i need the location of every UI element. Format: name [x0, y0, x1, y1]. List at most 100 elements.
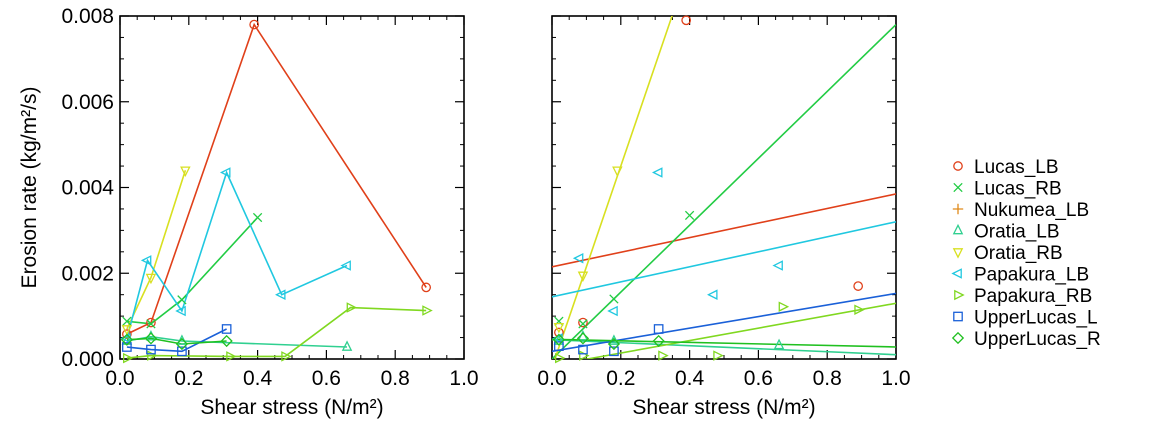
x-axis-label: Shear stress (N/m²): [632, 396, 815, 419]
data-point-lucas-lb: [146, 317, 156, 328]
legend-label: Papakura_RB: [974, 286, 1092, 307]
data-point-upperlucas-r: [652, 334, 665, 348]
legend-label: Lucas_RB: [974, 179, 1062, 200]
data-point-upperlucas-l: [122, 342, 132, 352]
data-point-oratia-rb: [577, 271, 589, 283]
x-tick-label: 0.2: [174, 367, 203, 390]
data-point-lucas-lb: [249, 19, 260, 30]
data-point-lucas-lb: [122, 329, 132, 339]
fit-line-lucas-lb: [552, 193, 896, 268]
data-point-oratia-lb: [341, 340, 353, 351]
data-point-papakura-rb: [555, 352, 566, 364]
fit-line-upperlucas-l: [552, 292, 896, 353]
data-point-papakura-lb: [572, 252, 584, 264]
data-point-upperlucas-l: [221, 324, 232, 334]
data-point-papakura-rb: [123, 352, 134, 364]
data-point-upperlucas-l: [554, 341, 564, 351]
data-point-upperlucas-l: [609, 346, 619, 357]
data-point-lucas-rb: [578, 319, 588, 329]
data-point-papakura-rb: [658, 350, 669, 361]
data-point-papakura-rb: [422, 305, 433, 316]
data-point-upperlucas-l: [146, 344, 156, 355]
data-point-papakura-lb: [707, 289, 718, 300]
legend-label: Nukumea_LB: [974, 200, 1089, 221]
fit-line-papakura-lb: [552, 221, 896, 298]
data-point-lucas-rb: [252, 212, 263, 223]
data-point-papakura-rb: [346, 302, 358, 313]
y-axis-label: Erosion rate (kg/m²/s): [18, 87, 41, 289]
data-point-oratia-rb: [612, 166, 623, 178]
series-line-oratia-lb: [126, 335, 348, 348]
data-point-upperlucas-r: [175, 337, 189, 351]
series-line-upperlucas-l: [126, 328, 227, 353]
data-point-lucas-lb: [578, 317, 588, 328]
left-panel: 0.0 0.2 0.4 0.6 0.8 1.0 0.000 0.002 0.004 0.006 0.…: [18, 5, 479, 419]
y-tick-label: 0.004: [61, 177, 114, 200]
x-tick-label: 0.8: [381, 367, 410, 390]
data-point-papakura-lb: [772, 260, 783, 271]
x-tick-label: 0.4: [675, 367, 705, 390]
x-tick-label: 0.0: [537, 367, 566, 390]
data-point-upperlucas-r: [220, 334, 233, 348]
legend-label: UpperLucas_R: [974, 329, 1101, 350]
data-point-papakura-rb: [778, 301, 790, 312]
series-line-oratia-rb: [126, 170, 187, 330]
fit-line-oratia-rb: [554, 16, 673, 359]
x-tick-label: 1.0: [449, 367, 478, 390]
x-tick-label: 0.2: [606, 367, 635, 390]
legend-marker-upperlucas-r: [951, 331, 965, 345]
x-tick-label: 0.6: [744, 367, 773, 390]
x-tick-label: 0.8: [813, 367, 842, 390]
data-point-papakura-rb: [854, 304, 865, 315]
legend-label: Lucas_LB: [974, 157, 1059, 178]
data-point-upperlucas-r: [552, 333, 565, 346]
fit-line-lucas-rb: [552, 24, 896, 359]
data-point-papakura-rb: [281, 351, 292, 362]
y-tick-label: 0.006: [61, 91, 114, 114]
data-area: [126, 22, 427, 359]
data-point-lucas-rb: [146, 319, 156, 329]
data-point-upperlucas-r: [144, 332, 158, 345]
legend-marker-upperlucas-l: [953, 311, 963, 322]
data-point-upperlucas-r: [120, 333, 133, 346]
legend-label: Papakura_LB: [974, 265, 1089, 286]
data-point-lucas-lb: [421, 282, 432, 293]
legend-label: Oratia_RB: [974, 243, 1063, 264]
x-axis-label: Shear stress (N/m²): [200, 396, 383, 419]
data-point-papakura-lb: [140, 255, 152, 266]
legend-label: Oratia_LB: [974, 222, 1060, 243]
data-point-papakura-lb: [607, 305, 618, 317]
data-point-oratia-rb: [553, 322, 565, 334]
y-tick-label: 0.000: [61, 348, 114, 371]
data-point-oratia-lb: [773, 338, 785, 350]
data-point-upperlucas-r: [576, 332, 590, 345]
data-point-lucas-rb: [122, 316, 132, 326]
y-tick-label: 0.002: [61, 262, 114, 285]
data-area: [552, 16, 896, 359]
series-line-papakura-rb: [126, 306, 427, 359]
data-point-papakura-rb: [713, 350, 724, 361]
legend-marker-nukumea-lb: [952, 203, 964, 215]
legend-marker-oratia-rb: [952, 248, 964, 259]
data-point-lucas-lb: [853, 281, 864, 291]
plot-frame: [551, 15, 897, 360]
series-line-papakura-lb: [126, 170, 348, 339]
x-tick-label: 1.0: [881, 367, 910, 390]
data-point-papakura-lb: [275, 289, 286, 300]
legend-marker-lucas-rb: [953, 182, 963, 193]
legend-marker-oratia-lb: [952, 223, 964, 235]
legend: Lucas_LBLucas_RBNukumea_LBOratia_LBOrati…: [951, 157, 1101, 350]
legend-marker-papakura-rb: [954, 289, 965, 301]
data-point-papakura-lb: [219, 167, 231, 178]
data-point-lucas-rb: [684, 210, 695, 221]
data-point-upperlucas-r: [607, 337, 621, 351]
legend-label: UpperLucas_L: [974, 308, 1098, 329]
data-point-papakura-lb: [651, 167, 663, 178]
data-point-lucas-rb: [609, 294, 619, 304]
data-point-oratia-rb: [145, 273, 157, 285]
data-point-lucas-rb: [177, 295, 187, 305]
x-tick-label: 0.0: [105, 367, 134, 390]
data-point-oratia-rb: [121, 325, 133, 336]
y-tick-label: 0.008: [61, 5, 114, 28]
